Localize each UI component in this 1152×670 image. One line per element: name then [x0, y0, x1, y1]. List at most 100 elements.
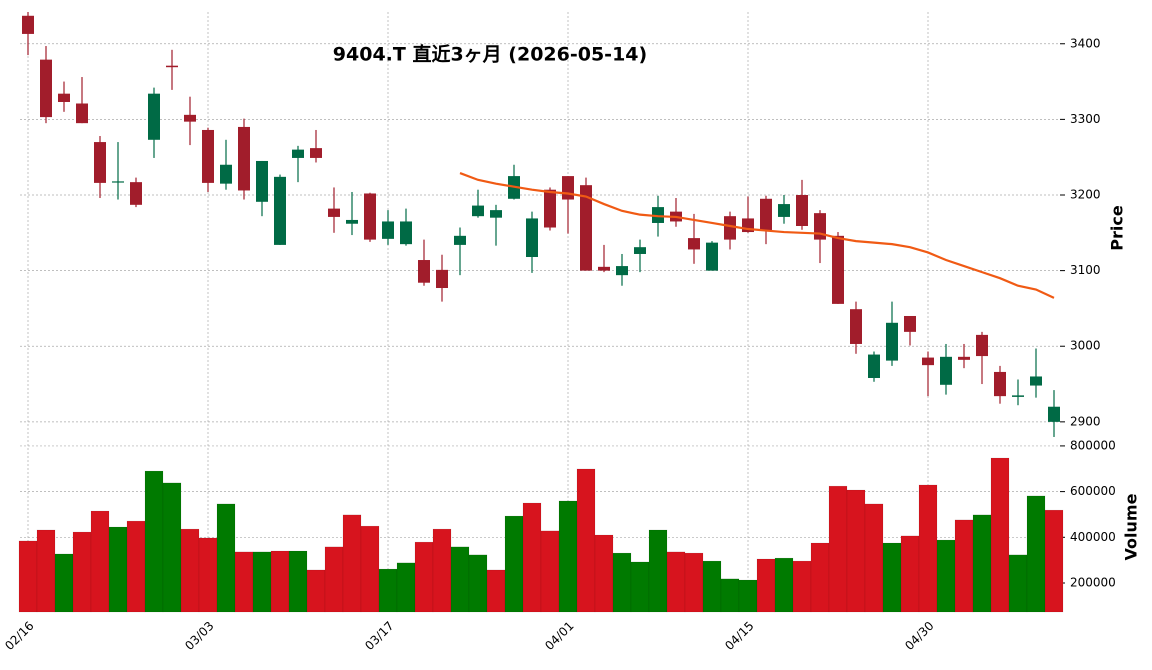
candle-body [112, 181, 124, 183]
volume-bar [540, 530, 560, 613]
volume-bar [576, 468, 596, 613]
candle-body [598, 266, 610, 271]
candle-body [562, 176, 574, 200]
y-axis-label: Price [1108, 205, 1127, 251]
candle-body [238, 126, 250, 191]
y-axis-label: Volume [1122, 493, 1141, 560]
candle-body [994, 371, 1006, 397]
candle-body [274, 176, 286, 245]
volume-bar [864, 503, 884, 613]
candle-body [490, 210, 502, 218]
y-tick-label: 600000 [1070, 484, 1116, 498]
volume-bar [90, 510, 110, 613]
candle-body [472, 205, 484, 217]
volume-bar [936, 539, 956, 613]
volume-bar [396, 562, 416, 613]
volume-bar [180, 528, 200, 613]
volume-bar [666, 551, 686, 613]
y-tick-label: 800000 [1070, 438, 1116, 452]
candle-body [166, 65, 178, 68]
volume-bar [36, 529, 56, 613]
y-tick-label: 400000 [1070, 530, 1116, 544]
x-tick-label: 04/15 [722, 619, 756, 653]
y-tick-label: 3400 [1070, 36, 1101, 50]
volume-bar [162, 482, 182, 613]
volume-bar [738, 579, 758, 613]
volume-bar [648, 529, 668, 613]
volume-bar [630, 561, 650, 613]
candle-body [760, 198, 772, 231]
candle-body [688, 238, 700, 250]
volume-bar [558, 500, 578, 613]
candle-body [130, 182, 142, 205]
volume-bar [126, 520, 146, 613]
candle-body [292, 149, 304, 158]
candle-body [976, 334, 988, 357]
volume-bar [612, 552, 632, 613]
volume-bar [828, 485, 848, 613]
candle-body [868, 354, 880, 378]
candle-body [202, 129, 214, 183]
candle-body [1030, 376, 1042, 386]
volume-bar [72, 531, 92, 613]
candle-body [544, 189, 556, 228]
y-tick-label: 3000 [1070, 339, 1101, 353]
y-tick-label: 200000 [1070, 575, 1116, 589]
candle-body [256, 160, 268, 202]
candle-body [364, 193, 376, 240]
candle-body [40, 59, 52, 118]
x-tick-label: 04/30 [902, 619, 936, 653]
volume-bar [774, 557, 794, 613]
candle-body [922, 357, 934, 366]
volume-bar [18, 540, 38, 613]
volume-bar [684, 552, 704, 613]
y-tick-label: 3200 [1070, 187, 1101, 201]
x-tick-label: 03/17 [362, 619, 396, 653]
candle-body [652, 207, 664, 223]
candle-body [778, 204, 790, 217]
volume-bar [1026, 495, 1046, 613]
candle-body [724, 216, 736, 240]
volume-bar [306, 569, 326, 613]
volume-bar [378, 568, 398, 613]
volume-bar [972, 514, 992, 613]
candle-body [940, 356, 952, 385]
volume-bar [504, 515, 524, 613]
candle-body [832, 235, 844, 304]
volume-bar [414, 541, 434, 613]
volume-bar [486, 569, 506, 613]
y-tick-label: 3300 [1070, 112, 1101, 126]
volume-bar [1044, 509, 1064, 613]
candle-body [526, 218, 538, 258]
candle-body [382, 221, 394, 239]
candle-body [904, 315, 916, 332]
chart-title: 9404.T 直近3ヶ月 (2026-05-14) [333, 43, 647, 66]
candle-body [850, 309, 862, 344]
volume-bar [270, 550, 290, 613]
volume-bar [234, 551, 254, 613]
volume-bar [108, 526, 128, 613]
candle-body [220, 164, 232, 184]
volume-bar [360, 525, 380, 613]
candle-body [22, 15, 34, 34]
volume-bar [918, 484, 938, 613]
candle-body [706, 242, 718, 271]
volume-bar [1008, 554, 1028, 613]
candle-body [148, 93, 160, 140]
candle-body [328, 208, 340, 217]
volume-bar [594, 534, 614, 613]
volume-bar [468, 554, 488, 613]
volume-bar [342, 514, 362, 613]
y-tick-label: 2900 [1070, 414, 1101, 428]
candle-body [958, 356, 970, 360]
candle-body [346, 219, 358, 224]
candle-body [58, 93, 70, 102]
candle-body [796, 194, 808, 226]
candle-body [580, 185, 592, 271]
candle-body [634, 247, 646, 254]
candle-body [1048, 406, 1060, 422]
x-tick-label: 03/03 [182, 619, 216, 653]
volume-bar [990, 457, 1010, 613]
candle-body [184, 114, 196, 122]
